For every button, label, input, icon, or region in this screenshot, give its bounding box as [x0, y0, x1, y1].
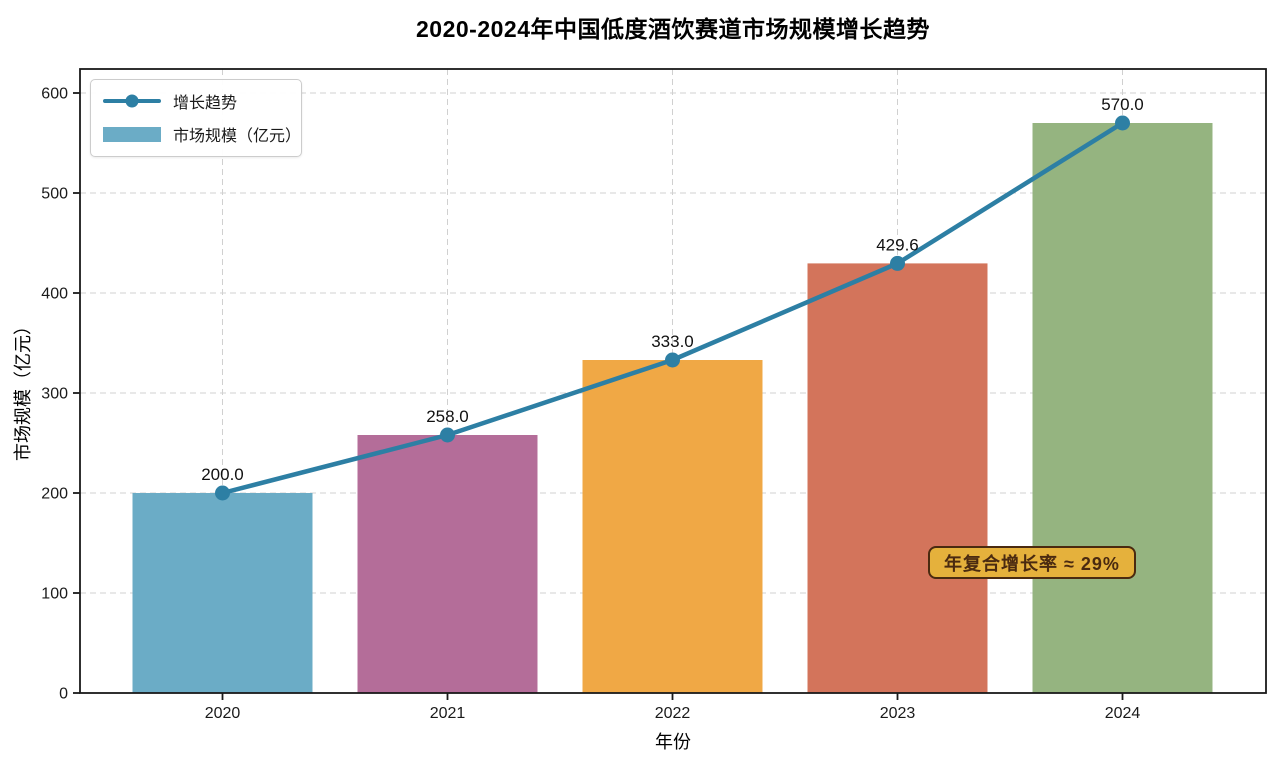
bar-2023 [807, 263, 988, 693]
trend-marker [890, 255, 905, 271]
trend-marker [440, 427, 455, 443]
legend-label-trend: 增长趋势 [173, 95, 238, 112]
value-label: 333.0 [651, 332, 694, 351]
y-tick-label: 100 [41, 586, 68, 603]
x-tick-label: 2024 [1105, 705, 1141, 722]
value-label: 200.0 [201, 465, 244, 484]
x-tick-label: 2022 [655, 705, 691, 722]
trend-marker [665, 352, 680, 368]
y-tick-label: 300 [41, 386, 68, 403]
y-tick-label: 200 [41, 486, 68, 503]
bar-sample-icon [103, 126, 161, 142]
value-label: 258.0 [426, 407, 469, 426]
y-tick-label: 0 [59, 686, 68, 703]
trend-marker [215, 485, 230, 501]
trend-line-sample-icon [103, 94, 161, 108]
legend-label-market-size: 市场规模（亿元） [173, 128, 302, 145]
legend-item-market-size: 市场规模（亿元） [103, 122, 301, 146]
legend: 增长趋势 市场规模（亿元） [90, 79, 302, 157]
x-tick-label: 2021 [430, 705, 466, 722]
x-tick-label: 2020 [205, 705, 241, 722]
cagr-annotation: 年复合增长率 ≈ 29% [928, 546, 1136, 579]
bar-2021 [357, 435, 538, 693]
legend-item-trend: 增长趋势 [103, 89, 289, 113]
bar-2024 [1032, 123, 1213, 693]
trend-marker-icon [125, 94, 139, 108]
y-tick-label: 500 [41, 186, 68, 203]
value-label: 570.0 [1101, 95, 1144, 114]
trend-marker [1115, 115, 1130, 131]
x-tick-label: 2023 [880, 705, 916, 722]
y-tick-label: 600 [41, 86, 68, 103]
value-label: 429.6 [876, 235, 919, 254]
chart-title: 2020-2024年中国低度酒饮赛道市场规模增长趋势 [416, 16, 930, 42]
bar-2020 [132, 493, 313, 693]
y-axis-label: 市场规模（亿元） [13, 317, 33, 461]
bar-2022 [582, 360, 763, 693]
y-tick-label: 400 [41, 286, 68, 303]
x-axis-label: 年份 [655, 732, 691, 752]
